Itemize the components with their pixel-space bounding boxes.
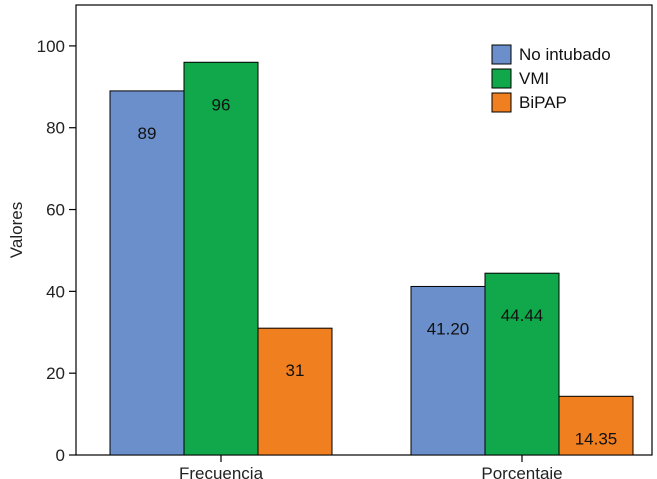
y-tick-label: 0	[56, 446, 65, 465]
legend-swatch	[491, 44, 512, 65]
plot-frame	[75, 4, 653, 456]
bar-vmi-frecuencia	[183, 61, 259, 456]
bar-value-label: 31	[286, 361, 305, 380]
y-tick-label: 100	[37, 37, 65, 56]
legend-swatch	[491, 68, 512, 89]
bar-value-label: 44.44	[501, 306, 544, 325]
bars	[109, 61, 634, 456]
bar-value-label: 41.20	[427, 319, 470, 338]
y-axis-label: Valores	[7, 202, 26, 258]
y-axis: 0 20 40 60 80 100	[37, 37, 76, 465]
legend: No intubado VMI BiPAP	[491, 44, 611, 113]
data-labels: 89 96 31 41.20 44.44 14.35	[138, 95, 618, 448]
bar-value-label: 89	[138, 124, 157, 143]
bar-value-label: 14.35	[575, 429, 618, 448]
x-tick-label: Porcentaje	[481, 464, 562, 479]
y-tick-label: 40	[46, 282, 65, 301]
bar-vmi-porcentaje	[484, 272, 560, 456]
y-tick-label: 60	[46, 201, 65, 220]
legend-label: No intubado	[519, 45, 611, 64]
bar-no-intubado-frecuencia	[109, 90, 185, 456]
bar-value-label: 96	[212, 95, 231, 114]
x-tick-label: Frecuencia	[179, 464, 264, 479]
legend-swatch	[491, 92, 512, 113]
bar-bipap-porcentaje	[558, 395, 634, 456]
y-tick-label: 20	[46, 364, 65, 383]
y-tick-label: 80	[46, 119, 65, 138]
legend-label: VMI	[519, 69, 549, 88]
x-axis: Frecuencia Porcentaje	[179, 455, 563, 479]
legend-label: BiPAP	[519, 93, 567, 112]
bar-bipap-frecuencia	[257, 327, 333, 456]
bar-no-intubado-porcentaje	[410, 285, 486, 456]
